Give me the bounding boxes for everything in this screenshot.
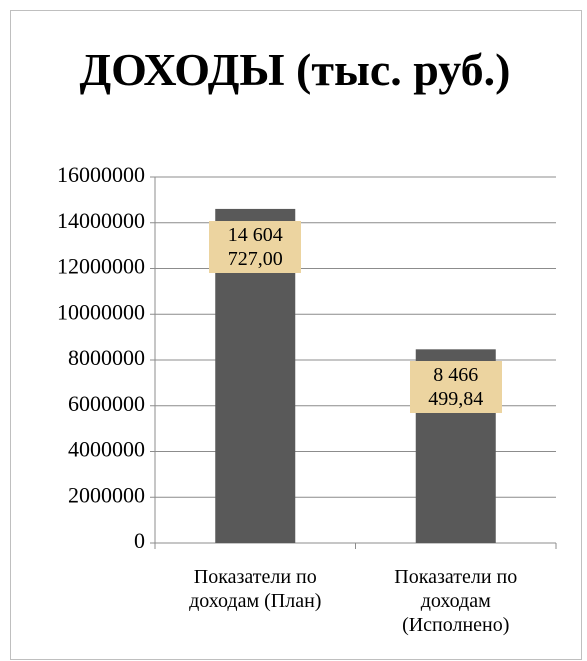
y-tick-label: 8000000 bbox=[68, 345, 145, 370]
y-tick-label: 6000000 bbox=[68, 391, 145, 416]
y-tick-label: 2000000 bbox=[68, 482, 145, 507]
y-tick-label: 0 bbox=[134, 528, 145, 553]
y-tick-label: 4000000 bbox=[68, 437, 145, 462]
x-tick-label: Показатели по доходам (План) bbox=[189, 566, 322, 612]
y-tick-label: 12000000 bbox=[57, 254, 145, 279]
data-label: 8 466 499,84 bbox=[409, 361, 502, 414]
data-label: 14 604 727,00 bbox=[209, 220, 302, 273]
chart-border bbox=[10, 10, 582, 660]
x-tick-label: Показатели по доходам (Исполнено) bbox=[394, 566, 518, 636]
y-tick-label: 10000000 bbox=[57, 299, 145, 324]
y-tick-label: 16000000 bbox=[57, 162, 145, 187]
chart-title: ДОХОДЫ (тыс. руб.) bbox=[79, 44, 511, 95]
y-tick-label: 14000000 bbox=[57, 208, 145, 233]
